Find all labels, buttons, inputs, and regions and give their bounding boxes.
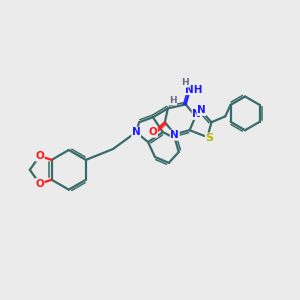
Text: NH: NH: [185, 85, 202, 94]
Text: O: O: [35, 151, 44, 161]
Text: N: N: [132, 127, 140, 137]
Text: H: H: [169, 96, 177, 105]
Text: H: H: [181, 78, 188, 87]
Text: N: N: [170, 130, 179, 140]
Text: N: N: [197, 105, 206, 116]
Text: S: S: [206, 133, 213, 143]
Text: O: O: [35, 179, 44, 189]
Text: N: N: [192, 109, 201, 119]
Text: O: O: [148, 127, 157, 137]
